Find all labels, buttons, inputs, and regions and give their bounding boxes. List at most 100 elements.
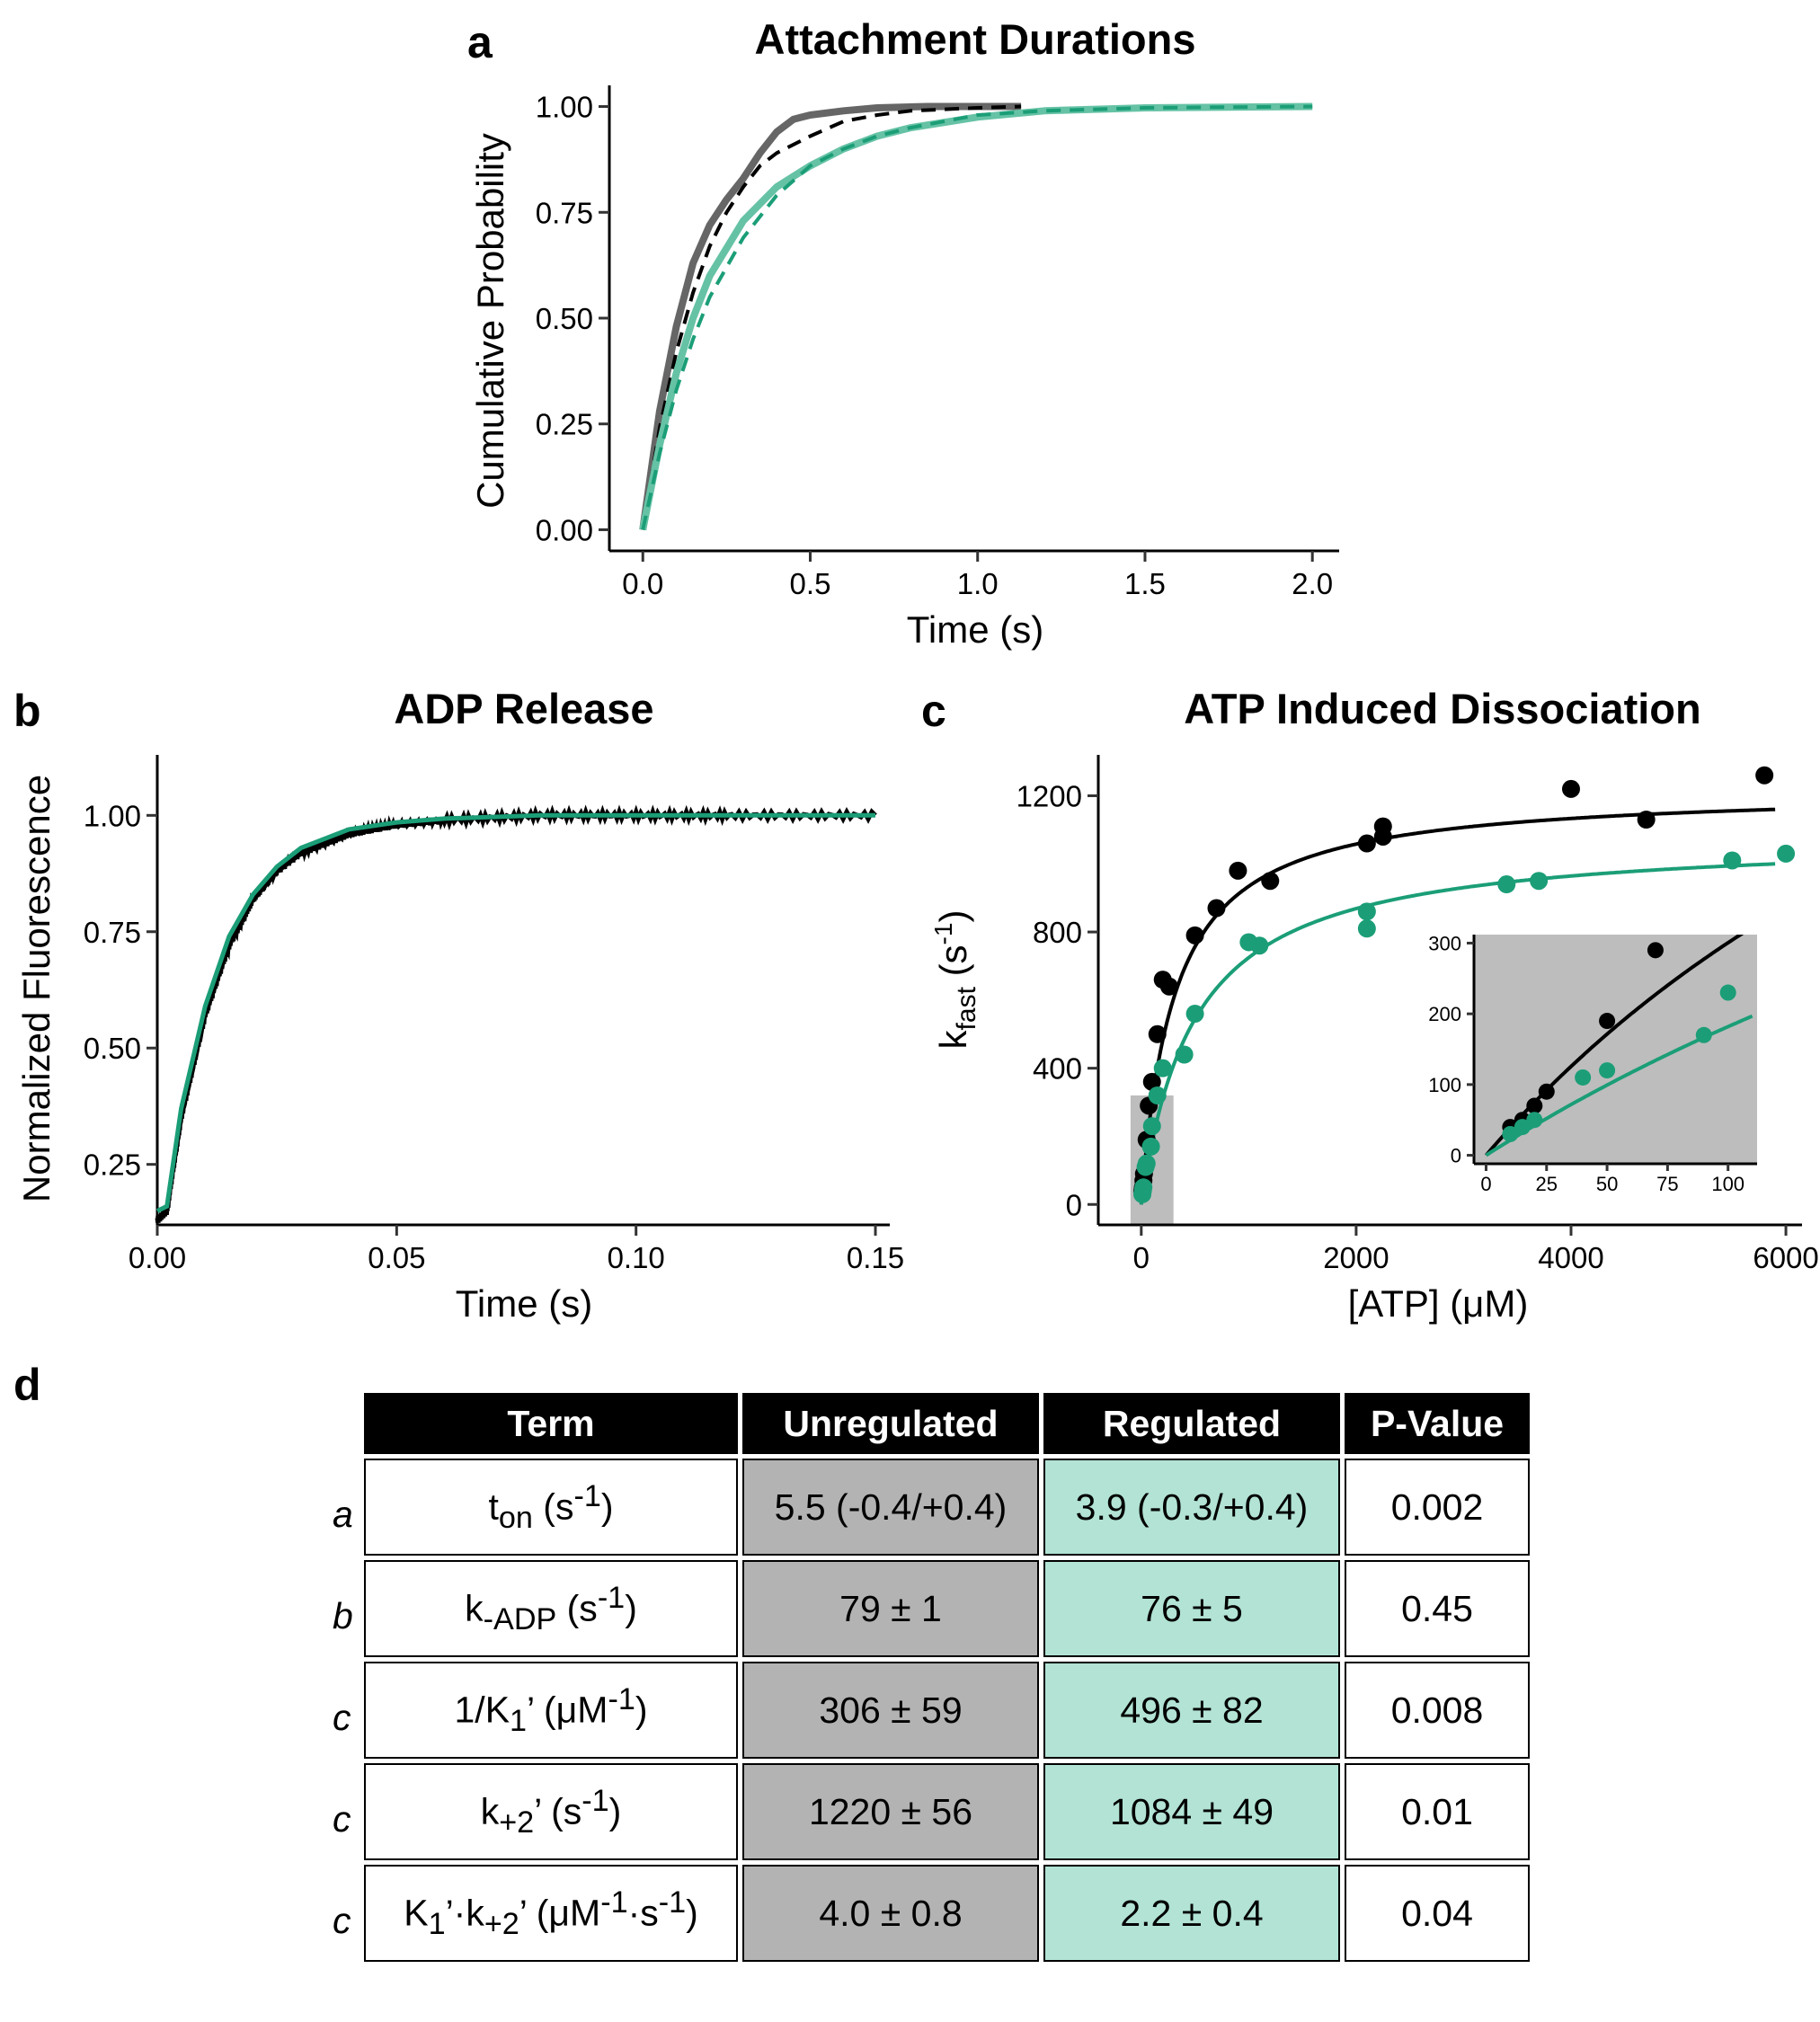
- chart-c-inset: 0 25 50 75 100 0 100 200 300: [1428, 932, 1757, 1195]
- chart-c-data-point: [1755, 766, 1774, 785]
- chart-b-y-tick-label: 0.50: [84, 1032, 141, 1065]
- chart-c-y-tick-label: 800: [1033, 916, 1082, 949]
- chart-b-series-line: [155, 804, 877, 1223]
- chart-c-data-point: [1373, 817, 1392, 836]
- panel-letter-b: b: [13, 686, 41, 736]
- chart-c-inset-data-point: [1502, 1125, 1519, 1142]
- chart-b-x-tick-label: 0.00: [129, 1241, 186, 1274]
- chart-c-data-point: [1175, 1045, 1194, 1064]
- chart-c-data-point: [1137, 1154, 1156, 1173]
- table-cell-unregulated: 4.0 ± 0.8: [742, 1865, 1039, 1962]
- chart-c-inset-x-tick-label: 25: [1536, 1173, 1558, 1195]
- chart-b-title: ADP Release: [394, 685, 653, 732]
- chart-c-data-point: [1207, 899, 1226, 918]
- chart-c-x-tick-label: 2000: [1323, 1241, 1389, 1274]
- table-cell-pvalue: 0.01: [1345, 1763, 1530, 1860]
- table-cell-term: k+2’ (s-1): [364, 1763, 738, 1860]
- chart-c-x-tick-label: 0: [1133, 1241, 1150, 1274]
- chart-a-x-tick-label: 1.5: [1124, 567, 1166, 600]
- panel-letter-d: d: [13, 1360, 41, 1410]
- table-cell-pvalue: 0.002: [1345, 1459, 1530, 1556]
- chart-c-inset-x-tick-label: 100: [1711, 1173, 1745, 1195]
- chart-c-ylabel-main: k: [932, 1029, 974, 1049]
- chart-b-y-tick-label: 1.00: [84, 799, 141, 832]
- table-cell-regulated: 1084 ± 49: [1043, 1763, 1340, 1860]
- chart-c: ATP Induced Dissociation 0 2000 4000 6000 0 4…: [929, 685, 1819, 1325]
- chart-c-fit-line: [1139, 862, 1776, 1205]
- chart-b-plot: 0.00 0.05 0.10 0.15 0.25 0.50 0.75 1.00: [84, 755, 904, 1274]
- chart-a-x-tick-label: 0.0: [622, 567, 663, 600]
- chart-b-y-tick-label: 0.75: [84, 916, 141, 949]
- table-row: k+2’ (s-1) 1220 ± 56 1084 ± 49 0.01: [364, 1763, 1530, 1860]
- table-cell-regulated: 76 ± 5: [1043, 1560, 1340, 1657]
- chart-c-x-tick-label: 4000: [1538, 1241, 1603, 1274]
- chart-a-series-line: [639, 102, 1022, 531]
- chart-c-data-point: [1134, 1178, 1153, 1197]
- chart-b: ADP Release 0.00 0.05 0.10 0.15 0.25 0.50 0.75…: [15, 685, 904, 1325]
- table-cell-regulated: 2.2 ± 0.4: [1043, 1865, 1340, 1962]
- table-cell-term: 1/K1’ (μM-1): [364, 1662, 738, 1759]
- chart-c-ylabel-sup: -1: [929, 923, 957, 945]
- chart-c-data-point: [1141, 1137, 1160, 1156]
- results-table: Term Unregulated Regulated P-Value ton (…: [360, 1388, 1534, 1966]
- chart-b-x-tick-label: 0.05: [368, 1241, 425, 1274]
- chart-c-y-tick-label: 1200: [1017, 779, 1082, 812]
- table-cell-pvalue: 0.45: [1345, 1560, 1530, 1657]
- chart-c-data-point: [1142, 1117, 1161, 1136]
- chart-c-inset-data-point: [1526, 1112, 1543, 1129]
- table-header-term: Term: [364, 1393, 738, 1454]
- chart-c-data-point: [1229, 861, 1247, 880]
- table-header-row: Term Unregulated Regulated P-Value: [364, 1393, 1530, 1454]
- chart-b-x-tick-label: 0.10: [608, 1241, 665, 1274]
- chart-a-x-tick-label: 0.5: [790, 567, 831, 600]
- chart-c-inset-data-point: [1526, 1097, 1543, 1114]
- chart-c-inset-x-tick-label: 0: [1480, 1173, 1491, 1195]
- table-row: 1/K1’ (μM-1) 306 ± 59 496 ± 82 0.008: [364, 1662, 1530, 1759]
- chart-c-ylabel: kfast (s-1): [929, 910, 981, 1050]
- table-header-pvalue: P-Value: [1345, 1393, 1530, 1454]
- table-cell-unregulated: 5.5 (-0.4/+0.4): [742, 1459, 1039, 1556]
- chart-c-inset-data-point: [1695, 1026, 1712, 1043]
- table-row-panel-label: b: [333, 1595, 353, 1636]
- chart-a-y-tick-label: 0.75: [536, 196, 593, 229]
- chart-c-data-point: [1497, 875, 1516, 894]
- chart-c-inset-x-tick-label: 50: [1596, 1173, 1618, 1195]
- chart-a-x-tick-label: 1.0: [957, 567, 999, 600]
- figure-svg: Attachment Durations 0.0 0.5 1.0 1.5 2.0 0.00…: [15, 15, 1819, 1325]
- chart-c-inset-data-point: [1719, 984, 1736, 1001]
- chart-a-series-line: [641, 104, 1313, 530]
- chart-c-data-point: [1250, 936, 1269, 955]
- chart-c-data-point: [1637, 811, 1656, 829]
- chart-c-ylabel-unit-open: (s: [932, 944, 974, 987]
- chart-a-series-line: [641, 104, 1022, 530]
- chart-c-data-point: [1159, 977, 1178, 996]
- chart-c-fit-line: [1139, 807, 1776, 1205]
- table-cell-unregulated: 306 ± 59: [742, 1662, 1039, 1759]
- table-cell-pvalue: 0.04: [1345, 1865, 1530, 1962]
- chart-c-x-tick-label: 6000: [1753, 1241, 1818, 1274]
- table-header-regulated: Regulated: [1043, 1393, 1340, 1454]
- table-row-panel-label: c: [333, 1900, 351, 1941]
- table-cell-regulated: 496 ± 82: [1043, 1662, 1340, 1759]
- chart-c-inset-data-point: [1538, 1083, 1555, 1100]
- chart-c-inset-data-point: [1599, 1062, 1616, 1079]
- table-header-unregulated: Unregulated: [742, 1393, 1039, 1454]
- chart-c-data-point: [1148, 1086, 1167, 1104]
- table-cell-unregulated: 79 ± 1: [742, 1560, 1039, 1657]
- chart-c-title: ATP Induced Dissociation: [1184, 685, 1700, 732]
- chart-a-y-tick-label: 0.25: [536, 408, 593, 441]
- table-row: ton (s-1) 5.5 (-0.4/+0.4) 3.9 (-0.3/+0.4…: [364, 1459, 1530, 1556]
- chart-a-xlabel: Time (s): [907, 608, 1043, 651]
- chart-c-y-tick-label: 400: [1033, 1052, 1082, 1086]
- chart-b-y-tick-label: 0.25: [84, 1148, 141, 1182]
- chart-c-data-point: [1153, 1059, 1172, 1078]
- chart-c-data-point: [1261, 872, 1280, 891]
- table-cell-term: ton (s-1): [364, 1459, 738, 1556]
- chart-b-xlabel: Time (s): [456, 1282, 592, 1325]
- table-cell-unregulated: 1220 ± 56: [742, 1763, 1039, 1860]
- table-row: k-ADP (s-1) 79 ± 1 76 ± 5 0.45: [364, 1560, 1530, 1657]
- chart-c-inset-content: [1484, 935, 1753, 1157]
- chart-b-ylabel: Normalized Fluorescence: [15, 775, 58, 1202]
- chart-c-plot: 0 2000 4000 6000 0 400 800 1200 0 25 50 75 100 0 100 20…: [1017, 755, 1819, 1274]
- chart-c-inset-x-tick-label: 75: [1656, 1173, 1678, 1195]
